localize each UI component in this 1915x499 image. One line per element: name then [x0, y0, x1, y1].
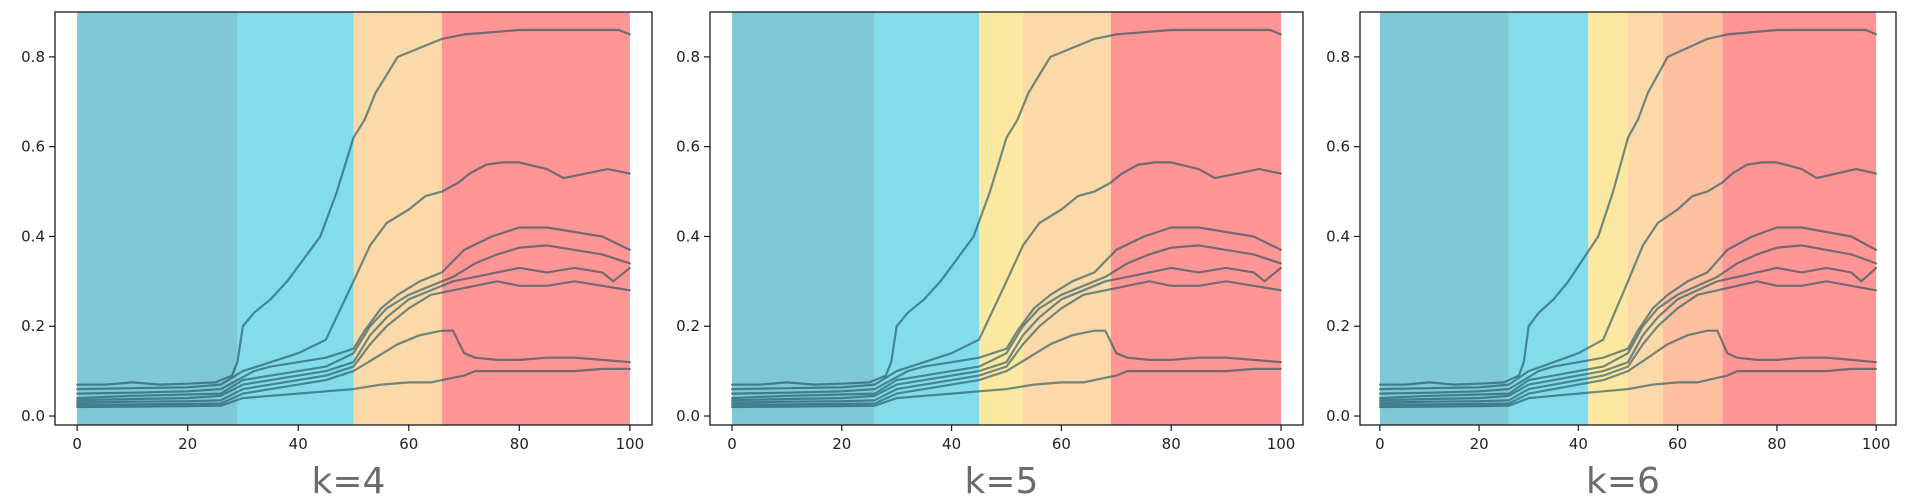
- panel-k6: 0 20 40 60 80 100 0.0 0.2 0.4 0.6 0.8 k=6: [1326, 11, 1897, 499]
- segment-band-4: [1022, 12, 1111, 425]
- y-tick-label: 0.0: [21, 407, 45, 425]
- x-tick-label: 20: [1470, 435, 1489, 453]
- x-tick-label: 40: [289, 435, 308, 453]
- panel-caption: k=6: [1586, 461, 1660, 499]
- series-line-4: [1378, 244, 1878, 400]
- series-line-4: [76, 244, 631, 400]
- segment-band-1: [731, 12, 875, 425]
- x-tick-label: 0: [1375, 435, 1385, 453]
- series-line-5: [730, 266, 1283, 402]
- segment-band-1: [1379, 12, 1509, 425]
- segment-band-5: [1662, 12, 1723, 425]
- y-tick-label: 0.2: [21, 317, 45, 335]
- x-tick-label: 0: [72, 435, 82, 453]
- y-tick-label: 0.0: [676, 407, 700, 425]
- series-line-7: [730, 329, 1283, 406]
- x-tick-label: 20: [178, 435, 197, 453]
- x-tick-label: 80: [510, 435, 529, 453]
- series-line-5: [76, 266, 631, 402]
- x-tick-label: 20: [832, 435, 851, 453]
- segment-band-6: [1722, 12, 1877, 425]
- axes-frame: [54, 11, 653, 426]
- x-tick-label: 60: [399, 435, 418, 453]
- y-tick-label: 0.6: [676, 138, 700, 156]
- series-line-1: [730, 28, 1283, 386]
- series-line-8: [1378, 367, 1878, 409]
- series-line-1: [76, 28, 631, 386]
- x-tick-label: 0: [727, 435, 737, 453]
- panel-caption: k=5: [965, 461, 1039, 499]
- x-tick-label: 100: [1267, 435, 1296, 453]
- y-tick-label: 0.0: [1326, 407, 1350, 425]
- x-tick-label: 80: [1767, 435, 1786, 453]
- axes-frame: [709, 11, 1304, 426]
- panel-caption: k=4: [312, 461, 386, 499]
- series-line-7: [76, 329, 631, 406]
- series-line-7: [1378, 329, 1878, 406]
- series-line-2: [730, 161, 1283, 391]
- x-tick-label: 40: [1569, 435, 1588, 453]
- x-tick-label: 100: [616, 435, 645, 453]
- panel-k5: 0 20 40 60 80 100 0.0 0.2 0.4 0.6 0.8 k=5: [676, 11, 1304, 499]
- x-tick-label: 100: [1862, 435, 1891, 453]
- segment-band-4: [441, 12, 630, 425]
- y-tick-label: 0.4: [1326, 227, 1350, 245]
- segment-band-3: [353, 12, 442, 425]
- series-line-4: [730, 244, 1283, 400]
- axes-frame: [1359, 11, 1897, 426]
- y-tick-label: 0.8: [676, 48, 700, 66]
- y-tick-label: 0.4: [21, 227, 45, 245]
- series-line-6: [76, 280, 631, 404]
- y-tick-label: 0.4: [676, 227, 700, 245]
- series-line-3: [1378, 226, 1878, 395]
- y-tick-label: 0.2: [1326, 317, 1350, 335]
- series-line-6: [1378, 280, 1878, 404]
- y-tick-label: 0.6: [1326, 138, 1350, 156]
- x-tick-label: 60: [1668, 435, 1687, 453]
- y-tick-label: 0.8: [21, 48, 45, 66]
- series-line-2: [76, 161, 631, 391]
- panel-k4: 0 20 40 60 80 100 0.0 0.2 0.4 0.6 0.8 k=4: [21, 11, 653, 499]
- series-line-2: [1378, 161, 1878, 391]
- x-tick-label: 80: [1162, 435, 1181, 453]
- series-line-8: [730, 367, 1283, 409]
- series-line-3: [730, 226, 1283, 395]
- segment-band-2: [237, 12, 354, 425]
- x-tick-label: 40: [942, 435, 961, 453]
- series-line-5: [1378, 266, 1878, 402]
- x-tick-label: 60: [1052, 435, 1071, 453]
- series-line-3: [76, 226, 631, 395]
- series-line-1: [1378, 28, 1878, 386]
- segment-band-1: [77, 12, 238, 425]
- y-tick-label: 0.6: [21, 138, 45, 156]
- segment-band-5: [1110, 12, 1282, 425]
- series-line-8: [76, 367, 631, 409]
- y-tick-label: 0.8: [1326, 48, 1350, 66]
- segment-band-2: [1508, 12, 1589, 425]
- y-tick-label: 0.2: [676, 317, 700, 335]
- series-line-6: [730, 280, 1283, 404]
